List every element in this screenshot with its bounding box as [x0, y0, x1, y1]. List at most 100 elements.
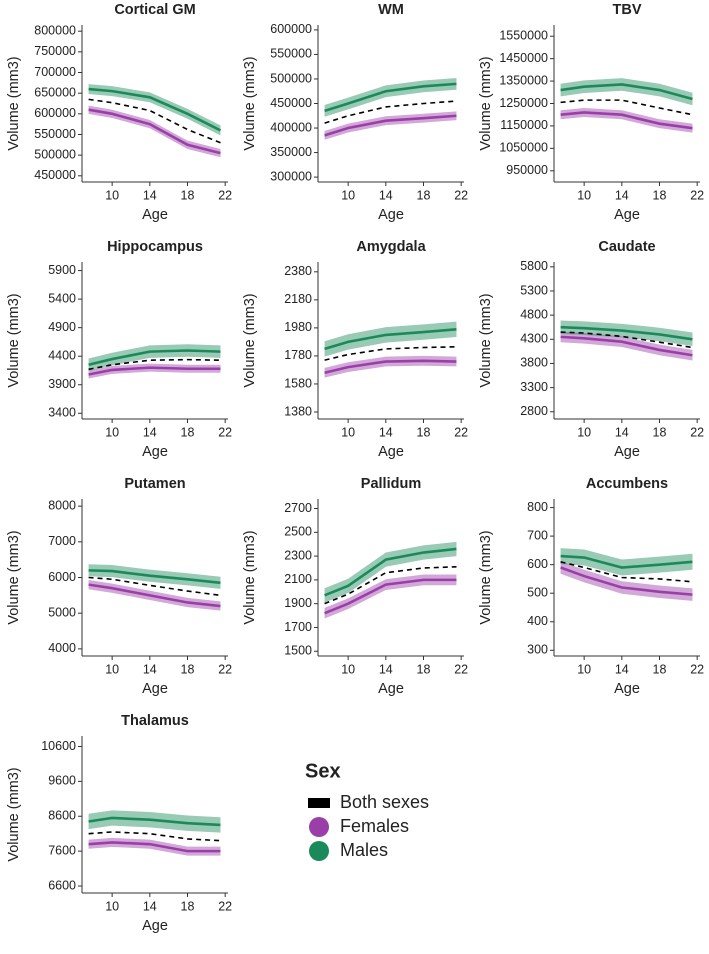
y-tick-label: 350000	[270, 145, 312, 159]
x-tick-label: 14	[143, 899, 157, 913]
confidence-band	[324, 77, 457, 117]
trend-line	[88, 831, 221, 842]
panel-title: Putamen	[124, 476, 185, 492]
panel: WM Volume (mm3) Age 300000 350000 400000 45000…	[242, 2, 468, 223]
y-tick-label: 5800	[520, 259, 548, 273]
y-tick-label: 800	[527, 500, 548, 514]
x-tick-label: 18	[417, 425, 431, 439]
panel: Hippocampus Volume (mm3) Age 3400 3900 4400 49…	[6, 239, 232, 460]
panel: Pallidum Volume (mm3) Age 1500 1700 1900 2100 2…	[242, 476, 468, 697]
x-tick-label: 14	[615, 188, 629, 202]
x-tick-label: 18	[653, 425, 667, 439]
y-axis-label: Volume (mm3)	[6, 767, 22, 861]
y-tick-label: 6600	[48, 878, 76, 892]
x-tick-label: 18	[181, 425, 195, 439]
y-tick-label: 8600	[48, 809, 76, 823]
y-tick-label: 1700	[284, 620, 312, 634]
x-tick-label: 22	[218, 662, 232, 676]
x-tick-label: 22	[690, 662, 704, 676]
legend-key	[309, 817, 329, 837]
y-tick-label: 500000	[270, 71, 312, 85]
panel-title: Accumbens	[586, 476, 668, 492]
x-axis-label: Age	[142, 918, 168, 934]
y-tick-label: 300000	[270, 169, 312, 183]
panel: Thalamus Volume (mm3) Age 6600 7600 8600 9600 1…	[6, 713, 232, 934]
panel: Caudate Volume (mm3) Age 2800 3300 3800 4300 48…	[478, 239, 704, 460]
x-axis-label: Age	[142, 681, 168, 697]
trend-line	[88, 358, 221, 371]
y-axis-label: Volume (mm3)	[242, 530, 258, 624]
y-tick-label: 2380	[284, 264, 312, 278]
panel: Putamen Volume (mm3) Age 4000 5000 6000 7000 80…	[6, 476, 232, 697]
panel-title: WM	[378, 2, 404, 18]
y-tick-label: 7600	[48, 843, 76, 857]
trend-line	[324, 82, 457, 113]
trend-line	[560, 554, 693, 569]
y-tick-label: 1450000	[499, 51, 548, 65]
y-tick-label: 950000	[506, 163, 548, 177]
trend-line	[88, 569, 221, 585]
trend-line	[324, 346, 457, 361]
x-tick-label: 14	[615, 425, 629, 439]
y-tick-label: 1780	[284, 348, 312, 362]
legend-label: Males	[340, 840, 388, 860]
x-tick-label: 18	[181, 188, 195, 202]
y-tick-label: 8000	[48, 498, 76, 512]
panel: Cortical GM Volume (mm3) Age 450000 500000 55…	[6, 2, 232, 223]
x-tick-label: 10	[105, 425, 119, 439]
y-tick-label: 4900	[48, 320, 76, 334]
x-tick-label: 18	[653, 662, 667, 676]
confidence-band	[324, 541, 457, 603]
panel-title: Amygdala	[356, 239, 426, 255]
y-tick-label: 500000	[34, 147, 76, 161]
trend-line	[88, 108, 221, 155]
y-tick-label: 5900	[48, 263, 76, 277]
legend: Both sexes Females Males	[308, 792, 429, 861]
x-tick-label: 22	[690, 425, 704, 439]
x-axis-label: Age	[378, 444, 404, 460]
x-tick-label: 10	[105, 899, 119, 913]
y-tick-label: 700000	[34, 65, 76, 79]
x-tick-label: 14	[143, 188, 157, 202]
x-axis-label: Age	[614, 207, 640, 223]
trend-line	[560, 566, 693, 596]
y-tick-label: 5300	[520, 283, 548, 297]
confidence-band	[88, 837, 221, 856]
y-axis-label: Volume (mm3)	[478, 293, 494, 387]
confidence-band	[88, 363, 221, 379]
confidence-band	[88, 84, 221, 136]
x-axis-label: Age	[378, 681, 404, 697]
y-tick-label: 1500	[284, 644, 312, 658]
y-tick-label: 4400	[48, 348, 76, 362]
trend-line	[88, 816, 221, 827]
y-tick-label: 10600	[41, 739, 76, 753]
x-axis-label: Age	[142, 207, 168, 223]
x-tick-label: 10	[341, 425, 355, 439]
y-axis-label: Volume (mm3)	[242, 56, 258, 150]
y-tick-label: 300	[527, 643, 548, 657]
x-tick-label: 10	[341, 662, 355, 676]
confidence-band	[88, 810, 221, 833]
x-tick-label: 10	[577, 425, 591, 439]
y-axis-label: Volume (mm3)	[6, 56, 22, 150]
y-tick-label: 1380	[284, 404, 312, 418]
trend-line	[88, 583, 221, 608]
trend-line	[560, 325, 693, 341]
trend-line	[560, 111, 693, 130]
x-tick-label: 10	[577, 662, 591, 676]
y-tick-label: 500	[527, 585, 548, 599]
y-tick-label: 600000	[270, 22, 312, 36]
y-tick-label: 400000	[270, 120, 312, 134]
trend-line	[88, 576, 221, 597]
y-tick-label: 650000	[34, 85, 76, 99]
panel: Accumbens Volume (mm3) Age 300 400 500 600 700 8…	[478, 476, 704, 697]
panel-title: Caudate	[598, 239, 655, 255]
x-tick-label: 10	[105, 662, 119, 676]
legend-title: Sex	[305, 760, 341, 782]
y-tick-label: 450000	[34, 168, 76, 182]
trend-line	[324, 359, 457, 375]
y-tick-label: 550000	[34, 127, 76, 141]
trend-line	[88, 349, 221, 367]
x-tick-label: 22	[454, 425, 468, 439]
